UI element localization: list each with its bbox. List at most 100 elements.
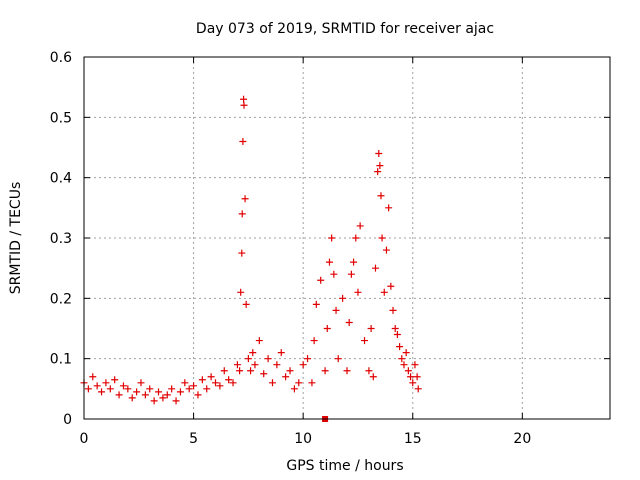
data-point (375, 150, 383, 158)
y-tick-label: 0.6 (50, 50, 72, 66)
data-point (290, 385, 298, 393)
data-point (233, 361, 241, 369)
data-point (376, 162, 384, 170)
data-point (325, 258, 333, 266)
data-point (361, 337, 369, 345)
data-point (409, 379, 417, 387)
grid-lines (84, 57, 610, 419)
data-point (343, 367, 351, 375)
y-tick-label: 0.4 (50, 171, 72, 187)
data-point (216, 382, 224, 390)
data-point (369, 373, 377, 381)
data-point (203, 385, 211, 393)
data-point (168, 385, 176, 393)
data-point (312, 300, 320, 308)
y-tick-label: 0 (63, 412, 72, 428)
data-point (310, 337, 318, 345)
data-point (321, 367, 329, 375)
data-point (352, 234, 360, 242)
x-axis-label: GPS time / hours (286, 458, 403, 474)
data-point (240, 101, 248, 109)
data-point (133, 388, 141, 396)
data-point (367, 325, 375, 332)
data-point (378, 234, 386, 242)
data-point (225, 376, 233, 384)
data-point (402, 349, 410, 357)
data-point (111, 376, 119, 384)
data-point (308, 379, 316, 387)
data-point (413, 373, 421, 381)
y-tick-label: 0.3 (50, 231, 72, 247)
data-point (207, 373, 215, 381)
data-point (98, 388, 106, 396)
data-point (282, 373, 290, 381)
data-point (387, 282, 395, 290)
data-point (354, 288, 362, 296)
data-point (295, 379, 303, 387)
data-point (237, 288, 245, 296)
data-point (411, 361, 419, 369)
data-point (323, 325, 331, 332)
data-point (128, 394, 136, 402)
data-point (389, 306, 397, 314)
data-point (141, 391, 149, 399)
plot-frame (83, 56, 611, 420)
data-point (339, 294, 347, 302)
data-point (385, 204, 393, 212)
data-point (391, 325, 399, 332)
data-point (244, 355, 252, 363)
data-point (365, 367, 373, 375)
data-point (380, 288, 388, 296)
data-point (414, 385, 422, 393)
data-point (398, 355, 406, 363)
data-point (400, 361, 408, 369)
data-point (332, 306, 340, 314)
y-tick-label: 0.2 (50, 291, 72, 307)
x-tick-label: 15 (404, 431, 422, 447)
data-point (150, 397, 158, 405)
data-point (176, 388, 184, 396)
data-point (198, 376, 206, 384)
chart-title: Day 073 of 2019, SRMTID for receiver aja… (196, 21, 494, 37)
x-tick-label: 0 (80, 431, 89, 447)
data-point (264, 355, 272, 363)
y-axis-label: SRMTID / TECUs (8, 182, 24, 295)
data-point (242, 300, 250, 308)
data-point (382, 246, 390, 254)
data-point (194, 391, 202, 399)
data-point (304, 355, 312, 363)
data-point (181, 379, 189, 387)
data-point (317, 276, 325, 284)
data-point (124, 385, 132, 393)
data-point (220, 367, 228, 375)
data-point (377, 192, 385, 200)
axis-ticks: 0 0.1 0.2 0.3 0.4 0.5 0.6 0 5 10 15 20 (50, 50, 610, 447)
data-point (106, 385, 114, 393)
data-point (240, 95, 248, 103)
data-point (299, 361, 307, 369)
data-point (277, 349, 285, 357)
x-tick-label: 10 (294, 431, 312, 447)
data-point (273, 361, 281, 369)
data-point (407, 373, 415, 381)
data-point (236, 367, 244, 375)
data-point (102, 379, 110, 387)
data-point (159, 394, 167, 402)
data-point (247, 367, 255, 375)
data-point (255, 337, 263, 345)
data-point (238, 249, 246, 257)
data-point (334, 355, 342, 363)
data-point (371, 264, 379, 272)
data-point (350, 258, 358, 266)
data-point (241, 195, 249, 203)
data-point (155, 388, 163, 396)
data-point (137, 379, 145, 387)
data-point (396, 343, 404, 351)
data-points (80, 95, 422, 422)
data-point (374, 168, 382, 176)
data-point (330, 270, 338, 278)
data-point (146, 385, 154, 393)
data-point (212, 379, 219, 387)
x-tick-label: 20 (513, 431, 531, 447)
